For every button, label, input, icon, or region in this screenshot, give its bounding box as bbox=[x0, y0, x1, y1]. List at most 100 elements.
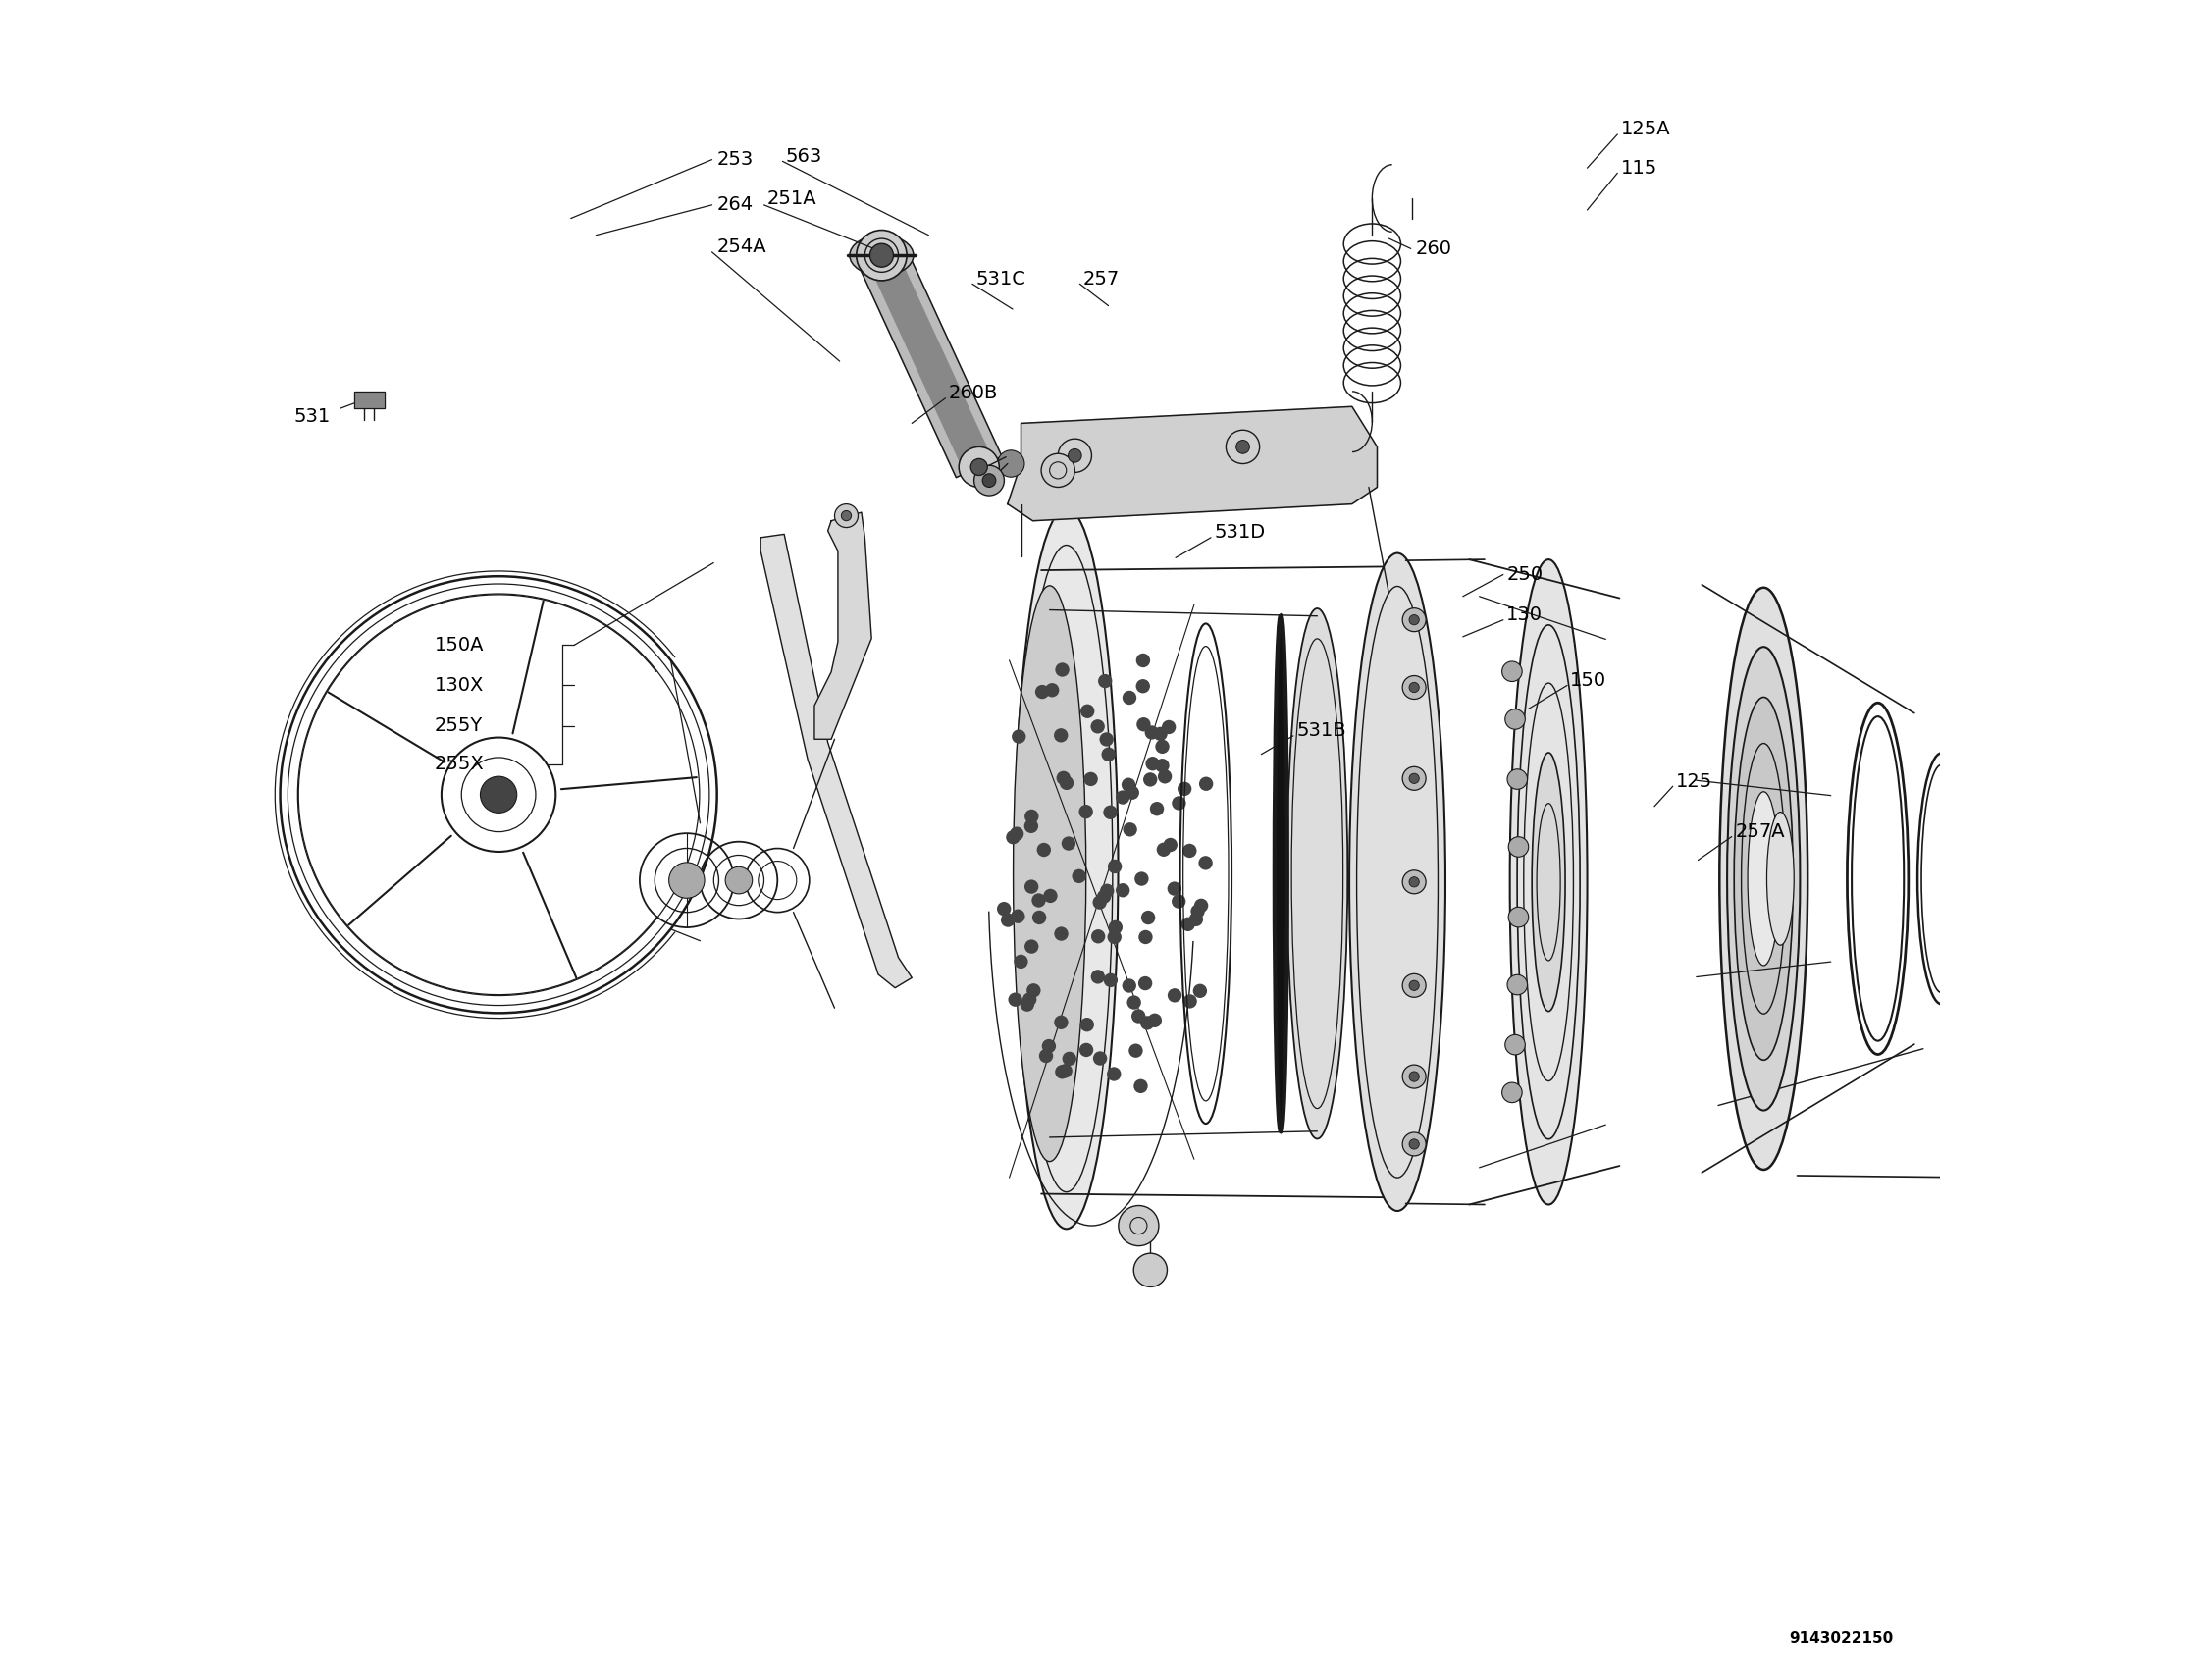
Circle shape bbox=[726, 867, 752, 894]
Circle shape bbox=[1093, 1052, 1107, 1065]
Circle shape bbox=[1195, 899, 1208, 912]
Circle shape bbox=[1401, 870, 1426, 894]
Circle shape bbox=[1025, 820, 1038, 833]
Circle shape bbox=[1122, 690, 1137, 704]
Polygon shape bbox=[867, 249, 992, 474]
Circle shape bbox=[1410, 615, 1419, 625]
Ellipse shape bbox=[1349, 553, 1445, 1211]
Circle shape bbox=[856, 230, 906, 281]
Circle shape bbox=[1122, 979, 1135, 993]
Circle shape bbox=[1184, 843, 1197, 858]
Circle shape bbox=[1104, 973, 1118, 988]
Circle shape bbox=[1118, 1206, 1159, 1247]
Circle shape bbox=[1155, 759, 1170, 773]
Circle shape bbox=[1109, 860, 1122, 874]
Text: 115: 115 bbox=[1621, 158, 1657, 178]
Circle shape bbox=[1010, 827, 1023, 840]
Circle shape bbox=[1401, 974, 1426, 998]
Text: 150: 150 bbox=[1571, 670, 1606, 690]
Circle shape bbox=[1144, 726, 1159, 739]
Circle shape bbox=[1021, 998, 1034, 1011]
Ellipse shape bbox=[1014, 509, 1118, 1230]
Circle shape bbox=[1168, 882, 1181, 895]
Circle shape bbox=[997, 902, 1012, 916]
Ellipse shape bbox=[1287, 608, 1349, 1139]
Circle shape bbox=[1115, 884, 1131, 897]
Circle shape bbox=[1144, 773, 1157, 786]
Circle shape bbox=[1025, 810, 1038, 823]
Circle shape bbox=[1133, 1253, 1168, 1287]
Circle shape bbox=[1157, 769, 1173, 783]
Circle shape bbox=[1505, 709, 1525, 729]
Circle shape bbox=[1133, 1079, 1148, 1094]
Text: 260: 260 bbox=[1417, 239, 1452, 259]
Text: 130: 130 bbox=[1507, 605, 1542, 625]
Circle shape bbox=[1107, 1067, 1122, 1082]
Text: 125: 125 bbox=[1676, 771, 1714, 791]
Circle shape bbox=[1168, 988, 1181, 1003]
Circle shape bbox=[1093, 895, 1107, 909]
Circle shape bbox=[1184, 995, 1197, 1008]
Circle shape bbox=[1192, 984, 1208, 998]
Polygon shape bbox=[858, 245, 1001, 477]
Circle shape bbox=[1507, 974, 1527, 995]
Text: 531B: 531B bbox=[1296, 721, 1346, 741]
Circle shape bbox=[1091, 929, 1104, 944]
Circle shape bbox=[1410, 773, 1419, 783]
Text: 531D: 531D bbox=[1214, 522, 1265, 543]
Circle shape bbox=[1054, 927, 1069, 941]
Circle shape bbox=[983, 474, 997, 487]
Circle shape bbox=[1010, 909, 1025, 924]
Circle shape bbox=[1177, 781, 1192, 796]
Text: 264: 264 bbox=[717, 195, 752, 215]
Circle shape bbox=[1410, 1139, 1419, 1149]
Circle shape bbox=[1102, 805, 1118, 820]
Circle shape bbox=[1056, 771, 1071, 785]
Circle shape bbox=[1129, 1043, 1142, 1058]
Circle shape bbox=[1085, 773, 1098, 786]
Circle shape bbox=[1199, 855, 1212, 870]
Circle shape bbox=[1401, 675, 1426, 699]
Circle shape bbox=[840, 511, 851, 521]
Circle shape bbox=[1008, 993, 1023, 1006]
Circle shape bbox=[1124, 786, 1140, 800]
Circle shape bbox=[1503, 1082, 1522, 1102]
Circle shape bbox=[1060, 776, 1074, 790]
Circle shape bbox=[1107, 931, 1122, 944]
Circle shape bbox=[1131, 1010, 1146, 1023]
Text: 250: 250 bbox=[1507, 564, 1542, 585]
Text: 130X: 130X bbox=[436, 675, 484, 696]
Circle shape bbox=[1188, 912, 1203, 926]
Text: 563: 563 bbox=[785, 146, 823, 166]
Circle shape bbox=[1071, 869, 1087, 884]
Circle shape bbox=[1153, 727, 1168, 741]
Ellipse shape bbox=[1531, 753, 1564, 1011]
Circle shape bbox=[1135, 872, 1148, 885]
Polygon shape bbox=[814, 512, 871, 739]
Circle shape bbox=[1036, 843, 1052, 857]
Ellipse shape bbox=[1747, 791, 1780, 966]
Circle shape bbox=[869, 244, 893, 267]
Circle shape bbox=[1063, 1052, 1076, 1065]
Circle shape bbox=[1056, 1065, 1069, 1079]
Circle shape bbox=[1027, 983, 1041, 998]
Ellipse shape bbox=[1274, 617, 1287, 1131]
Circle shape bbox=[1236, 440, 1250, 454]
Circle shape bbox=[1509, 837, 1529, 857]
Ellipse shape bbox=[1734, 697, 1793, 1060]
Ellipse shape bbox=[1767, 811, 1793, 946]
Text: 254A: 254A bbox=[717, 237, 766, 257]
Circle shape bbox=[1001, 912, 1014, 927]
Circle shape bbox=[1507, 769, 1527, 790]
Circle shape bbox=[1401, 766, 1426, 790]
Circle shape bbox=[1060, 837, 1076, 850]
Circle shape bbox=[1041, 454, 1076, 487]
Text: 125A: 125A bbox=[1621, 119, 1670, 139]
Circle shape bbox=[1401, 1132, 1426, 1156]
Circle shape bbox=[1135, 654, 1151, 667]
Circle shape bbox=[1410, 1072, 1419, 1082]
Circle shape bbox=[1151, 801, 1164, 816]
Circle shape bbox=[1098, 674, 1113, 689]
Circle shape bbox=[1115, 790, 1131, 805]
Ellipse shape bbox=[1276, 627, 1287, 1121]
